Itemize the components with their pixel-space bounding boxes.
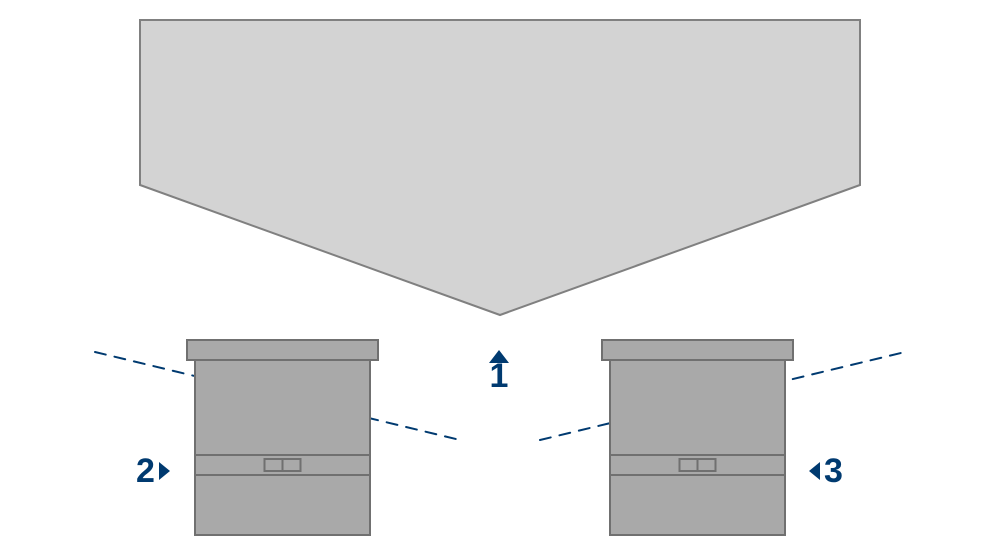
boat-right: [602, 340, 793, 535]
label-2: 2: [136, 454, 170, 488]
diagram-canvas: 1 2 3: [0, 0, 1000, 550]
label-1-text: 1: [490, 359, 509, 393]
label-3: 3: [809, 454, 843, 488]
label-3-text: 3: [824, 454, 843, 488]
caret-left-icon: [809, 462, 820, 480]
boat-left: [187, 340, 378, 535]
caret-right-icon: [159, 462, 170, 480]
label-1: 1: [489, 350, 509, 393]
label-2-text: 2: [136, 454, 155, 488]
